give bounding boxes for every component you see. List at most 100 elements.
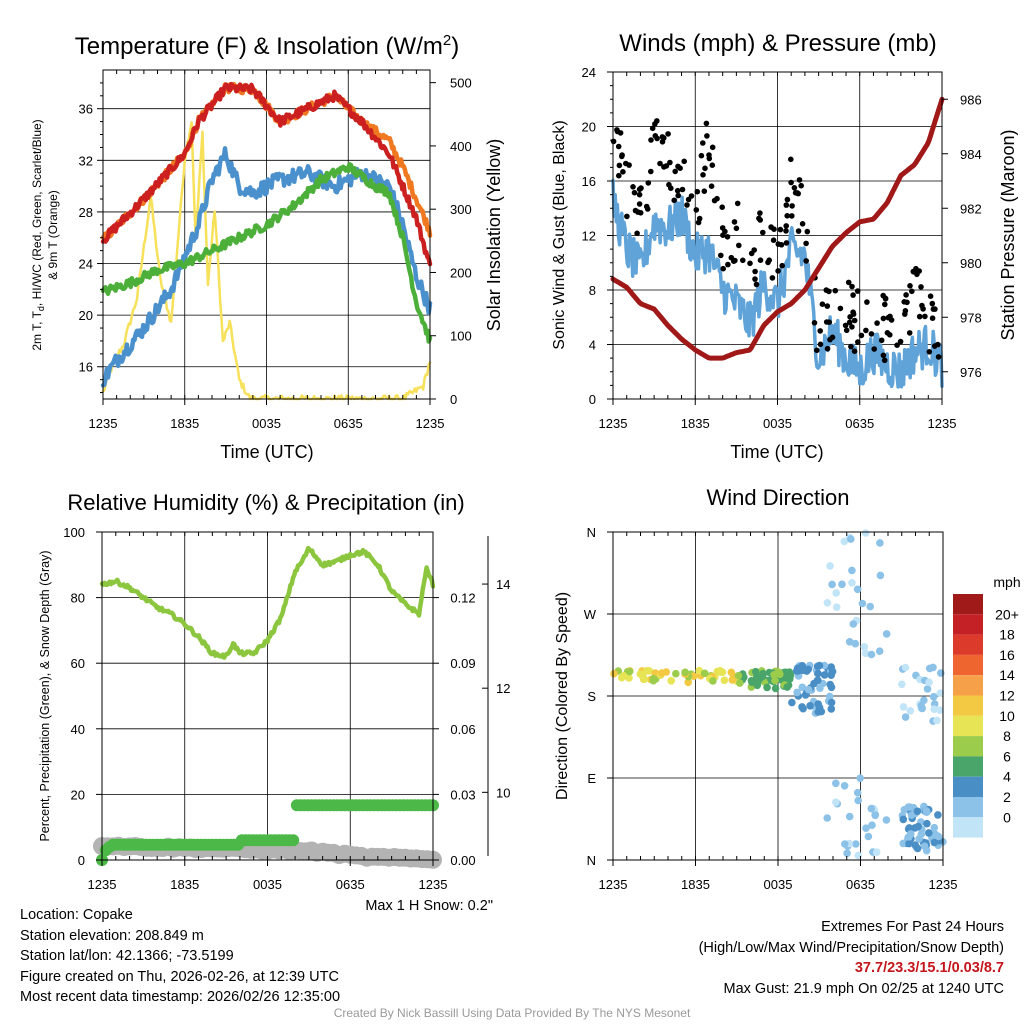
x-tick-label: 0035 (252, 416, 281, 431)
wind-direction-point (853, 788, 862, 797)
gust-point (765, 259, 771, 266)
y-tick-label: 100 (63, 525, 85, 540)
wind-direction-point (913, 844, 922, 853)
gust-point (645, 180, 652, 186)
gust-point (677, 165, 683, 171)
x-tick-label: 1235 (89, 416, 118, 431)
wind-direction-point (876, 539, 884, 547)
wind-direction-point (936, 706, 944, 714)
gust-point (804, 228, 811, 235)
y2-tick-label: 986 (960, 92, 982, 107)
x-tick-label: 1835 (170, 416, 199, 431)
legend-label: 8 (1003, 728, 1011, 744)
gust-point (902, 308, 909, 314)
gust-point (919, 302, 925, 309)
gust-point (929, 315, 936, 322)
max-gust-text: Max Gust: 21.9 mph On 02/25 at 1240 UTC (723, 980, 1004, 997)
x-tick-label: 0035 (764, 877, 793, 892)
gust-point (803, 258, 809, 264)
gust-point (694, 188, 701, 195)
gust-point (752, 276, 758, 282)
legend-label: 14 (999, 667, 1015, 683)
wind-direction-point (901, 663, 910, 672)
gust-point (909, 288, 915, 295)
gust-point (871, 346, 877, 352)
legend-swatch (953, 695, 983, 716)
extremes-subheading: (High/Low/Max Wind/Precipitation/Snow De… (698, 939, 1004, 956)
wind-direction-point (852, 840, 860, 848)
elevation-text: Station elevation: 208.849 m (20, 927, 204, 944)
wind-direction-point (930, 705, 938, 713)
gust-point (930, 306, 937, 312)
gust-point (783, 228, 789, 234)
gust-point (884, 330, 891, 336)
gust-point (733, 225, 740, 232)
wind-direction-point (804, 685, 813, 694)
wind-direction-point (625, 674, 633, 682)
gust-point (824, 345, 831, 352)
sonic-wind-line (611, 178, 944, 389)
gust-point (863, 327, 869, 334)
wind-direction-point (901, 713, 910, 721)
gust-point (794, 190, 801, 196)
wind-direction-point (847, 535, 855, 543)
gust-point (829, 334, 836, 341)
wind-direction-point (930, 823, 939, 832)
gust-point (753, 281, 760, 288)
x-tick-label: 0635 (336, 877, 365, 892)
gust-point (775, 268, 781, 274)
gust-point (784, 213, 790, 219)
wind-direction-point (923, 819, 931, 828)
x-tick-label: 1235 (928, 416, 957, 431)
gust-point (769, 275, 776, 281)
gust-point (752, 268, 758, 275)
wind-direction-point (810, 679, 818, 688)
wind-direction-point (734, 671, 743, 680)
gust-point (757, 257, 764, 264)
winds-title: Winds (mph) & Pressure (mb) (619, 30, 936, 57)
gust-point (789, 213, 795, 219)
gust-point (888, 317, 895, 323)
gust-point (854, 288, 861, 294)
gust-point (770, 237, 777, 243)
legend-label: 6 (1003, 748, 1011, 764)
precip-tick-label: 0.09 (450, 656, 475, 671)
wind-direction-point (864, 832, 873, 841)
wind-direction-point (771, 684, 780, 693)
y-tick-label: 8 (589, 283, 596, 298)
winds-series (610, 96, 945, 389)
gust-point (882, 301, 888, 308)
snow-footnote: Max 1 H Snow: 0.2" (365, 898, 493, 914)
snow-tick-label: 12 (496, 681, 510, 696)
y-tick-label: 80 (71, 591, 85, 606)
wind-direction-point (814, 700, 822, 708)
wind-direction-point (625, 667, 634, 676)
2m-t-line (100, 81, 433, 267)
gust-point (777, 226, 784, 233)
gust-point (874, 320, 880, 326)
gust-point (719, 204, 725, 210)
y2-tick-label: 984 (960, 147, 982, 162)
wind-direction-point (832, 603, 841, 611)
wind-direction-point (845, 812, 854, 821)
gust-point (858, 332, 865, 339)
wind-direction-point (815, 661, 824, 670)
wind-direction-point (828, 667, 837, 676)
wind-direction-point (788, 698, 796, 707)
wind-direction-point (872, 848, 881, 856)
gust-point (665, 131, 671, 137)
gust-point (631, 189, 638, 196)
gust-point (935, 354, 942, 360)
direction-tick-label: S (587, 689, 596, 704)
wind-direction-point (640, 675, 649, 683)
wind-direction-point (899, 815, 908, 824)
gust-point (700, 140, 706, 146)
x-tick-label: 1235 (929, 877, 958, 892)
snow-tick-label: 10 (496, 785, 510, 800)
gust-point (698, 152, 705, 159)
wind-direction-point (798, 703, 806, 711)
gust-point (616, 162, 623, 169)
gust-point (826, 288, 832, 295)
y-tick-label: 4 (589, 338, 596, 353)
